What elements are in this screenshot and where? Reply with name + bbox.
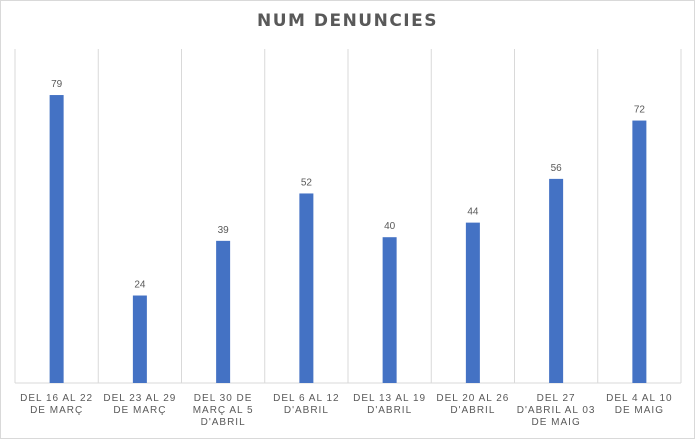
category-label: DEL 16 AL 22 DE MARÇ (20, 393, 93, 416)
data-label: 40 (384, 221, 396, 232)
bar (465, 222, 480, 383)
data-label: 56 (551, 163, 563, 174)
category-label: DEL 6 AL 12 D'ABRIL (273, 393, 339, 416)
bar (549, 178, 564, 383)
data-label-layer: 79 24 39 52 40 44 56 72 (51, 79, 645, 290)
bar (299, 193, 314, 383)
bar (216, 240, 231, 383)
bar (132, 295, 147, 383)
data-label: 44 (467, 207, 479, 218)
category-label: DEL 23 AL 29 DE MARÇ (103, 393, 176, 416)
bar (49, 95, 64, 384)
data-label: 39 (218, 225, 230, 236)
category-label: DEL 20 AL 26 D'ABRIL (436, 393, 509, 416)
chart-title: NUM DENUNCIES (256, 11, 438, 31)
grid-layer (14, 49, 682, 384)
category-label: DEL 27 D'ABRIL AL 03 DE MAIG (517, 393, 596, 428)
data-label: 79 (51, 79, 63, 90)
data-label: 72 (634, 105, 646, 116)
category-label: DEL 4 AL 10 DE MAIG (606, 393, 672, 416)
data-label: 24 (134, 280, 146, 291)
bar (382, 237, 397, 383)
category-axis-labels: DEL 16 AL 22 DE MARÇ DEL 23 AL 29 DE MARÇ DE… (20, 393, 672, 428)
bar-layer (49, 95, 647, 384)
bar (632, 120, 647, 383)
data-label: 52 (301, 177, 313, 188)
category-label: DEL 13 AL 19 D'ABRIL (353, 393, 426, 416)
category-label: DEL 30 DE MARÇ AL 5 D'ABRIL (193, 393, 254, 428)
